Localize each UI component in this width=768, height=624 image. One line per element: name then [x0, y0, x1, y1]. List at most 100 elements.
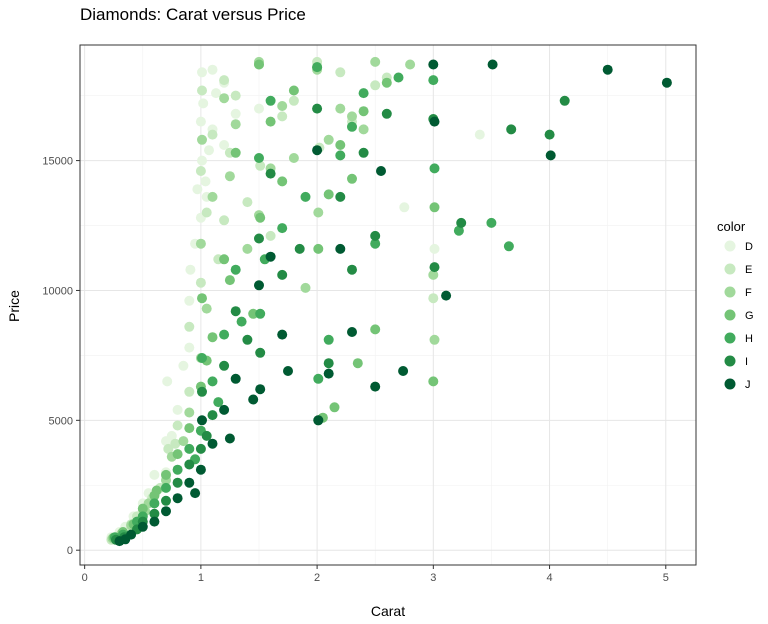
data-point-h: [503, 241, 514, 252]
data-point-f: [184, 407, 195, 418]
data-point-h: [347, 121, 357, 132]
data-point-d: [254, 103, 264, 114]
data-point-d: [162, 376, 173, 387]
data-points: [106, 56, 672, 547]
minor-gridlines: [80, 45, 696, 565]
data-point-j: [277, 329, 288, 340]
data-point-f: [178, 436, 189, 447]
data-point-f: [347, 111, 357, 122]
y-tick-label: 5000: [49, 415, 73, 427]
data-point-g: [370, 324, 381, 335]
data-point-j: [255, 384, 266, 395]
y-tick-label: 10000: [42, 285, 73, 297]
data-point-g: [197, 293, 207, 304]
data-point-d: [207, 64, 218, 75]
data-point-j: [219, 404, 230, 415]
legend-key-e: [724, 263, 736, 275]
data-point-e: [207, 129, 218, 140]
data-point-e: [163, 443, 174, 454]
data-point-e: [197, 85, 207, 96]
data-point-h: [265, 95, 276, 106]
data-point-d: [184, 342, 195, 353]
data-point-j: [398, 366, 409, 376]
data-point-d: [200, 176, 211, 187]
legend-key-j: [724, 378, 736, 390]
data-point-d: [474, 129, 485, 140]
data-point-h: [429, 163, 440, 174]
data-point-i: [456, 217, 467, 228]
data-point-g: [329, 402, 340, 413]
data-point-g: [428, 376, 439, 387]
data-point-j: [137, 521, 148, 532]
data-point-g: [230, 147, 241, 158]
data-point-g: [352, 358, 363, 369]
data-point-g: [255, 212, 266, 223]
data-point-f: [197, 134, 207, 145]
legend-label-j: J: [745, 379, 751, 391]
data-point-j: [441, 290, 452, 301]
chart-title: Diamonds: Carat versus Price: [80, 5, 306, 24]
data-point-j: [207, 438, 218, 449]
data-point-d: [178, 360, 189, 371]
data-point-e: [219, 215, 230, 226]
data-point-d: [197, 155, 207, 166]
data-point-j: [265, 251, 276, 262]
data-point-h: [486, 217, 497, 228]
data-point-h: [313, 373, 324, 384]
data-point-i: [544, 129, 555, 140]
data-point-j: [224, 433, 235, 444]
data-point-j: [283, 366, 293, 376]
data-point-j: [149, 516, 160, 527]
data-point-f: [300, 282, 311, 293]
data-point-e: [219, 75, 230, 86]
data-point-e: [265, 230, 276, 241]
x-tick-label: 4: [546, 572, 552, 584]
data-point-d: [429, 243, 440, 254]
data-point-i: [195, 443, 206, 454]
data-point-i: [207, 410, 218, 421]
data-point-h: [184, 443, 195, 454]
data-point-j: [429, 116, 440, 127]
data-point-j: [661, 77, 672, 88]
data-point-h: [219, 329, 230, 340]
legend-label-h: H: [745, 333, 753, 345]
data-point-e: [255, 160, 266, 171]
legend-label-f: F: [745, 287, 752, 299]
data-point-f: [207, 191, 218, 202]
data-point-d: [399, 202, 410, 213]
data-point-e: [277, 111, 288, 122]
data-point-h: [230, 264, 241, 275]
data-point-j: [312, 145, 323, 156]
legend-key-h: [724, 332, 736, 344]
data-point-g: [207, 332, 218, 343]
data-point-i: [172, 477, 183, 488]
data-point-d: [185, 264, 196, 275]
data-point-d: [166, 430, 177, 441]
x-tick-label: 5: [663, 572, 669, 584]
data-point-g: [277, 176, 288, 187]
data-point-f: [242, 243, 253, 254]
data-point-i: [201, 430, 212, 441]
data-point-e: [335, 67, 346, 78]
data-point-i: [559, 95, 570, 106]
data-point-d: [230, 108, 241, 119]
data-point-i: [381, 108, 392, 119]
data-point-e: [370, 80, 381, 91]
data-point-i: [219, 360, 230, 371]
legend-key-f: [724, 286, 736, 298]
data-point-g: [137, 503, 148, 514]
data-point-i: [335, 191, 346, 202]
data-point-h: [197, 353, 207, 363]
data-point-f: [313, 207, 324, 218]
data-point-i: [254, 233, 264, 244]
legend-label-i: I: [745, 356, 748, 368]
data-point-i: [230, 306, 241, 317]
data-point-f: [428, 269, 439, 280]
data-point-f: [224, 171, 235, 182]
data-point-g: [323, 189, 334, 200]
data-point-e: [428, 293, 439, 304]
legend-title: color: [717, 219, 746, 234]
data-point-d: [184, 295, 195, 306]
data-point-g: [248, 308, 259, 319]
